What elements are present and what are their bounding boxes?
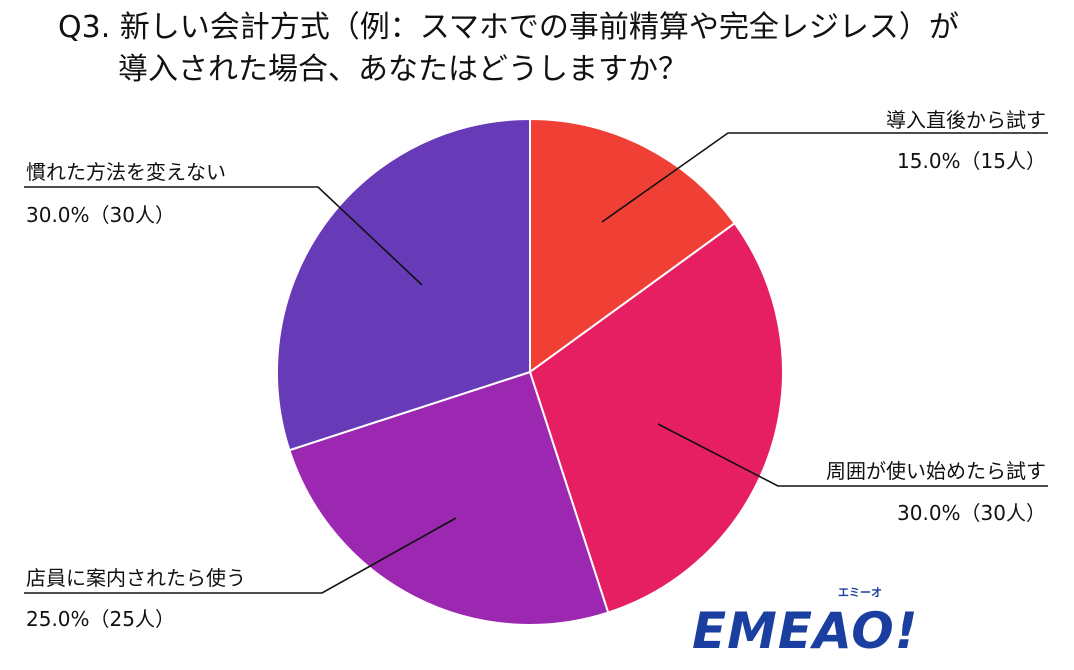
slice-category-label-1: 導入直後から試す xyxy=(886,108,1046,132)
slice-value-label-4: 30.0%（30人） xyxy=(26,203,175,227)
slice-category-label-4: 慣れた方法を変えない xyxy=(26,160,226,184)
slice-value-label-2: 30.0%（30人） xyxy=(897,501,1046,525)
leader-line-4 xyxy=(24,186,423,286)
slice-labels: 導入直後から試す 15.0%（15人） 周囲が使い始めたら試す 30.0%（30人） 店… xyxy=(26,108,1046,631)
chart-title-line-2: 導入された場合、あなたはどうしますか？ xyxy=(118,52,688,87)
leader-lines xyxy=(24,132,1048,594)
leader-line-2 xyxy=(657,423,1048,487)
leader-line-1 xyxy=(601,132,1048,223)
pie-slices xyxy=(275,117,785,627)
pie-slice-2 xyxy=(528,221,785,614)
logo-wordmark: EMEAO! xyxy=(692,602,918,660)
emeao-logo: エミーオ EMEAO! xyxy=(688,582,918,660)
slice-value-label-3: 25.0%（25人） xyxy=(26,607,175,631)
pie-slice-1 xyxy=(529,117,737,374)
slice-category-label-2: 周囲が使い始めたら試す xyxy=(826,459,1046,483)
chart-title-line-1: Q3. 新しい会計方式（例：スマホでの事前精算や完全レジレス）が xyxy=(58,10,959,45)
slice-value-label-1: 15.0%（15人） xyxy=(897,149,1046,173)
slice-category-label-3: 店員に案内されたら使う xyxy=(26,566,246,590)
logo-kana: エミーオ xyxy=(838,586,882,599)
pie-slice-3 xyxy=(288,370,610,627)
leader-line-3 xyxy=(24,517,457,594)
pie-slice-4 xyxy=(275,117,531,452)
